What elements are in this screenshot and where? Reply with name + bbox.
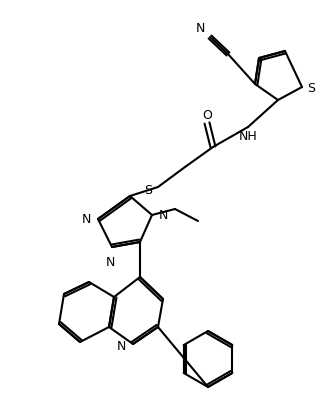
Text: NH: NH: [238, 130, 258, 143]
Text: N: N: [105, 256, 115, 269]
Text: N: N: [159, 209, 168, 222]
Text: N: N: [117, 340, 126, 353]
Text: O: O: [202, 109, 212, 122]
Text: S: S: [307, 81, 315, 94]
Text: N: N: [196, 22, 205, 35]
Text: S: S: [144, 183, 152, 196]
Text: N: N: [81, 213, 91, 226]
